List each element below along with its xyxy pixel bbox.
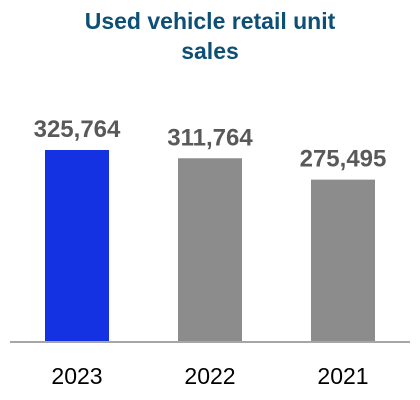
bar-2023 (45, 150, 109, 342)
bar-2022 (178, 158, 242, 342)
x-tick-labels: 2023 2022 2021 (51, 363, 368, 389)
bar-2021 (311, 179, 375, 342)
value-labels: 325,764 311,764 275,495 (34, 116, 387, 173)
x-tick-label-2023: 2023 (51, 363, 102, 389)
chart-title: Used vehicle retail unit sales (0, 6, 420, 66)
value-label-2021: 275,495 (300, 146, 387, 173)
value-label-2023: 325,764 (34, 116, 121, 143)
bars (45, 150, 375, 342)
chart-title-line-1: Used vehicle retail unit (84, 8, 336, 34)
value-label-2022: 311,764 (167, 124, 253, 151)
x-tick-label-2021: 2021 (317, 363, 368, 389)
x-tick-label-2022: 2022 (184, 363, 235, 389)
chart-title-line-2: sales (181, 38, 239, 64)
